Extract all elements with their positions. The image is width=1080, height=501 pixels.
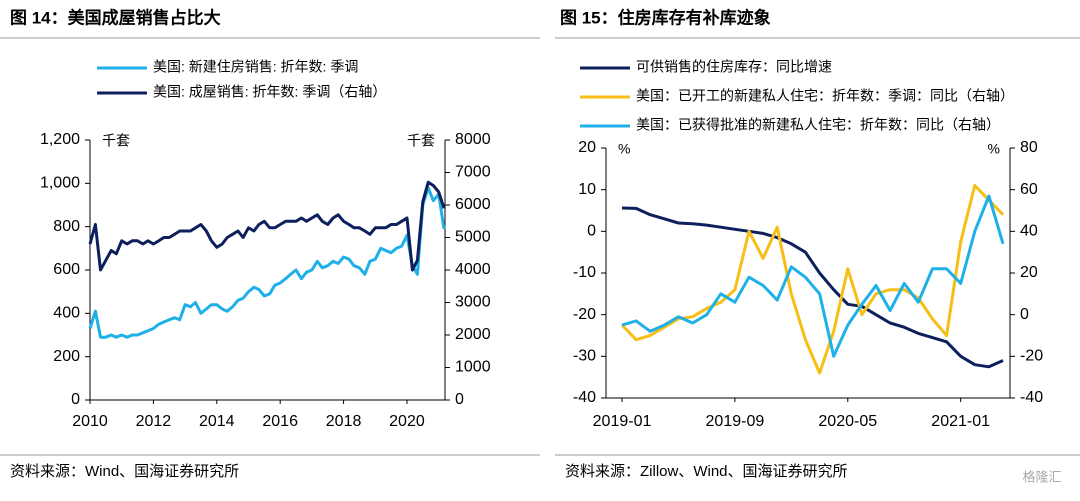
y-tick-label: -10 — [573, 264, 596, 281]
series-line — [88, 186, 446, 339]
y2-tick-label: 2000 — [455, 326, 491, 343]
y2-tick-label: 60 — [1020, 181, 1038, 198]
x-tick-label: 2016 — [262, 413, 298, 430]
y2-tick-label: 0 — [1020, 306, 1029, 323]
y-tick-label: -40 — [573, 389, 596, 406]
y-tick-label: 400 — [53, 305, 80, 322]
chart-title: 图 14：美国成屋销售占比大 — [10, 7, 221, 27]
y-tick-label: 1,200 — [40, 131, 80, 148]
y2-tick-label: 7000 — [455, 164, 491, 181]
y2-tick-label: 4000 — [455, 261, 491, 278]
x-tick-label: 2014 — [199, 413, 235, 430]
source: 资料来源：Wind、国海证券研究所 — [10, 463, 239, 480]
y2-unit: 千套 — [407, 133, 435, 149]
y-unit: % — [618, 141, 630, 157]
x-tick-label: 2019-09 — [706, 413, 765, 430]
legend-label: 美国: 新建住房销售: 折年数: 季调 — [153, 59, 358, 75]
y2-tick-label: 20 — [1020, 264, 1038, 281]
source: 资料来源：Zillow、Wind、国海证券研究所 — [565, 463, 848, 480]
y2-tick-label: 5000 — [455, 229, 491, 246]
x-tick-label: 2019-01 — [593, 413, 652, 430]
y2-tick-label: 40 — [1020, 223, 1038, 240]
y-tick-label: -30 — [573, 348, 596, 365]
y-tick-label: 200 — [53, 348, 80, 365]
y2-tick-label: 0 — [455, 391, 464, 408]
y-tick-label: 0 — [587, 223, 596, 240]
y2-tick-label: 6000 — [455, 196, 491, 213]
y2-tick-label: 8000 — [455, 131, 491, 148]
y2-tick-label: 80 — [1020, 139, 1038, 156]
legend-label: 美国：已开工的新建私人住宅：折年数：季调：同比（右轴） — [636, 88, 1014, 104]
series-line — [88, 180, 446, 272]
x-tick-label: 2020 — [389, 413, 425, 430]
legend-label: 可供销售的住房库存：同比增速 — [636, 59, 832, 75]
y2-tick-label: 3000 — [455, 294, 491, 311]
y-unit: 千套 — [102, 133, 130, 149]
y-tick-label: 10 — [578, 181, 596, 198]
x-tick-label: 2010 — [72, 413, 108, 430]
y2-unit: % — [988, 141, 1000, 157]
series-line — [621, 206, 1004, 369]
y-tick-label: -20 — [573, 306, 596, 323]
y-tick-label: 20 — [578, 139, 596, 156]
watermark: 格隆汇 — [1022, 469, 1061, 484]
y-tick-label: 600 — [53, 261, 80, 278]
x-tick-label: 2018 — [326, 413, 362, 430]
y2-tick-label: 1000 — [455, 359, 491, 376]
x-tick-label: 2020-05 — [818, 413, 877, 430]
series-line — [621, 194, 1005, 358]
y-tick-label: 800 — [53, 218, 80, 235]
y2-tick-label: -20 — [1020, 348, 1043, 365]
legend-label: 美国: 成屋销售: 折年数: 季调（右轴） — [153, 84, 386, 100]
chart-title: 图 15：住房库存有补库迹象 — [560, 7, 771, 27]
legend-label: 美国：已获得批准的新建私人住宅：折年数：同比（右轴） — [636, 117, 1000, 133]
x-tick-label: 2012 — [136, 413, 172, 430]
y2-tick-label: -40 — [1020, 389, 1043, 406]
y-tick-label: 1,000 — [40, 175, 80, 192]
series-line — [620, 184, 1005, 375]
x-tick-label: 2021-01 — [931, 413, 990, 430]
y-tick-label: 0 — [71, 391, 80, 408]
